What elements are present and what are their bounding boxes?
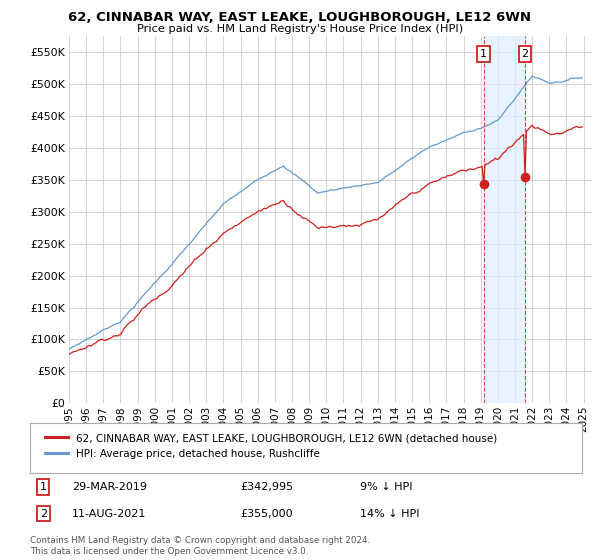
Text: 1: 1 [480,49,487,59]
Bar [484,36,525,403]
Text: 2: 2 [40,508,47,519]
Text: £342,995: £342,995 [240,482,293,492]
Text: 2: 2 [521,49,529,59]
Text: 62, CINNABAR WAY, EAST LEAKE, LOUGHBOROUGH, LE12 6WN: 62, CINNABAR WAY, EAST LEAKE, LOUGHBOROU… [68,11,532,24]
Text: 11-AUG-2021: 11-AUG-2021 [72,508,146,519]
Text: 29-MAR-2019: 29-MAR-2019 [72,482,147,492]
Text: £355,000: £355,000 [240,508,293,519]
Text: 14% ↓ HPI: 14% ↓ HPI [360,508,419,519]
Text: Contains HM Land Registry data © Crown copyright and database right 2024.
This d: Contains HM Land Registry data © Crown c… [30,536,370,556]
Legend: 62, CINNABAR WAY, EAST LEAKE, LOUGHBOROUGH, LE12 6WN (detached house), HPI: Aver: 62, CINNABAR WAY, EAST LEAKE, LOUGHBOROU… [41,429,502,463]
Text: 1: 1 [40,482,47,492]
Text: Price paid vs. HM Land Registry's House Price Index (HPI): Price paid vs. HM Land Registry's House … [137,24,463,34]
Text: 9% ↓ HPI: 9% ↓ HPI [360,482,413,492]
